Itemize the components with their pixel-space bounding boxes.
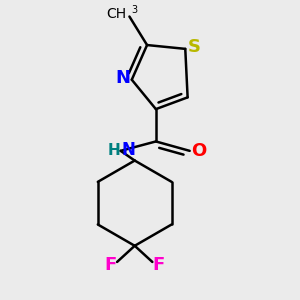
Text: N: N <box>122 141 136 159</box>
Text: F: F <box>153 256 165 274</box>
Text: 3: 3 <box>131 5 137 15</box>
Text: S: S <box>188 38 201 56</box>
Text: H: H <box>108 143 121 158</box>
Text: CH: CH <box>106 7 127 21</box>
Text: F: F <box>104 256 117 274</box>
Text: N: N <box>116 69 130 87</box>
Text: O: O <box>191 142 206 160</box>
